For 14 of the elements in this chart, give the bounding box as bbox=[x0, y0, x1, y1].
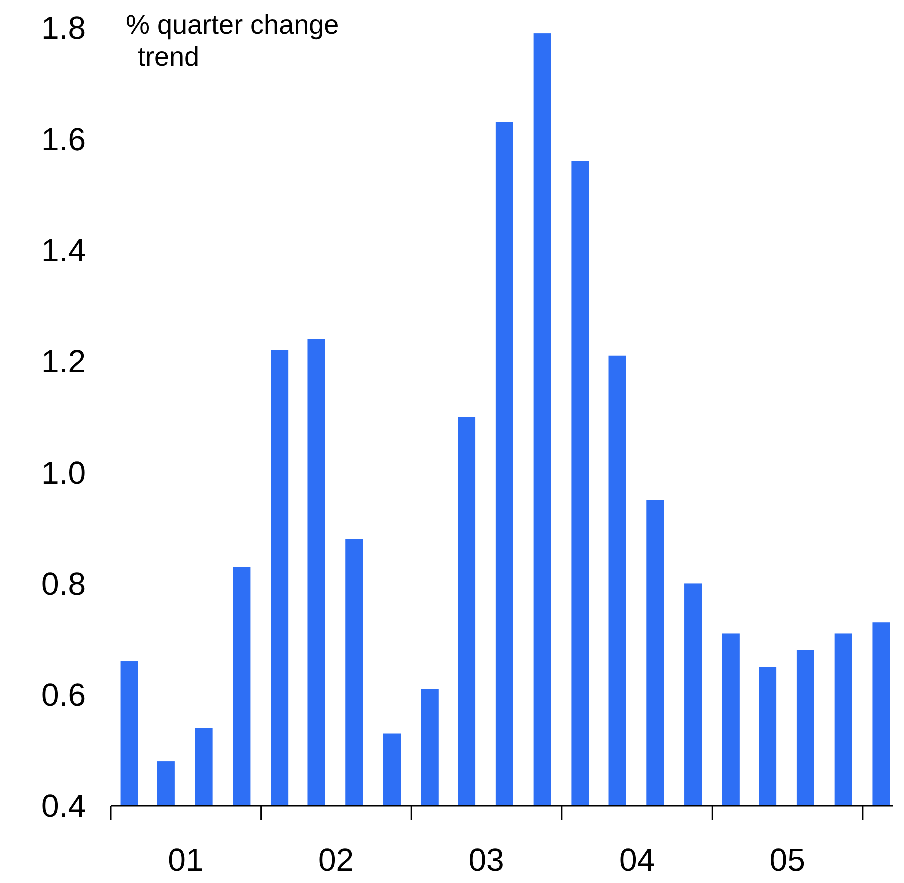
y-tick-label: 1.2 bbox=[42, 344, 86, 380]
y-tick-label: 0.4 bbox=[42, 788, 86, 824]
y-tick-label: 1.4 bbox=[42, 232, 86, 268]
x-tick-label: 05 bbox=[770, 842, 806, 878]
y-tick-label: 0.6 bbox=[42, 677, 86, 714]
y-tick-label: 1.6 bbox=[42, 121, 86, 158]
y-tick-label: 1.8 bbox=[42, 10, 86, 46]
x-tick-label: 03 bbox=[468, 842, 504, 878]
y-axis-title: % quarter change trend bbox=[126, 10, 340, 72]
y-tick-label: 0.8 bbox=[42, 566, 86, 602]
x-tick-label: 04 bbox=[619, 842, 656, 878]
x-tick-label: 02 bbox=[318, 842, 354, 878]
x-tick-label: 01 bbox=[168, 842, 204, 878]
y-tick-label: 1.0 bbox=[42, 454, 86, 491]
